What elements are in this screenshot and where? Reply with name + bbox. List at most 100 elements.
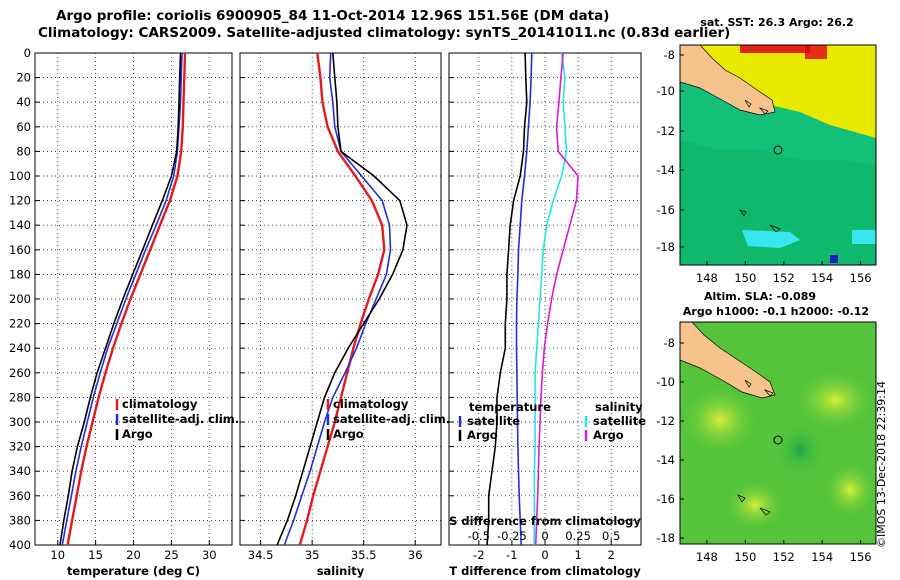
sla-map-title-line1: Altim. SLA: -0.089 bbox=[704, 290, 816, 303]
map-y-tick-label: -10 bbox=[656, 375, 675, 389]
s-tick-label: -0.5 bbox=[468, 529, 490, 543]
y-tick-label: 280 bbox=[9, 390, 31, 404]
map-y-tick-label: -12 bbox=[656, 124, 675, 138]
map-x-tick-label: 152 bbox=[773, 550, 795, 564]
sst-cold-square-2 bbox=[852, 230, 876, 244]
y-tick-label: 240 bbox=[9, 341, 31, 355]
series-line bbox=[534, 52, 579, 546]
salinity-panel: 34.5 35 35.5 36 salinity climatologysatellite… bbox=[239, 52, 450, 578]
y-tick-label: 320 bbox=[9, 440, 31, 454]
map-x-tick-label: 150 bbox=[734, 550, 756, 564]
map-x-tick-label: 148 bbox=[696, 550, 718, 564]
series-line bbox=[276, 52, 408, 546]
legend-label: satellite-adj. clim. bbox=[122, 412, 239, 426]
series-line bbox=[66, 52, 187, 546]
x-tick-label: 15 bbox=[88, 548, 103, 562]
legend-label: Argo bbox=[593, 428, 624, 442]
difference-panel: -2 -1 0 1 2 T difference from climatology temp… bbox=[448, 52, 646, 578]
map-x-tick-label: 156 bbox=[850, 271, 872, 285]
plot-frame bbox=[34, 52, 233, 546]
sst-islands bbox=[739, 99, 781, 233]
series-line bbox=[298, 52, 386, 546]
chart-title-line2: Climatology: CARS2009. Satellite-adjuste… bbox=[38, 25, 731, 41]
sla-high-1 bbox=[682, 386, 758, 454]
s-tick-label: -0.25 bbox=[497, 529, 527, 543]
sst-green-band bbox=[680, 140, 876, 265]
legend-label: climatology bbox=[122, 397, 198, 411]
map-x-tick-label: 148 bbox=[696, 271, 718, 285]
y-tick-label: 220 bbox=[9, 317, 31, 331]
sla-high-4 bbox=[824, 462, 876, 518]
y-tick-label: 360 bbox=[9, 489, 31, 503]
sst-map-frame bbox=[679, 44, 877, 266]
series-line bbox=[486, 52, 528, 546]
x-tick-label: 1 bbox=[574, 548, 581, 562]
map-x-tick-label: 152 bbox=[773, 271, 795, 285]
legend-label: Argo bbox=[122, 427, 153, 441]
sst-map: sat. SST: 26.3 Argo: 26.2 148 150 152 154 15… bbox=[656, 16, 877, 285]
legend-salinity-heading: salinity bbox=[595, 400, 643, 414]
y-tick-label: 340 bbox=[9, 464, 31, 478]
y-tick-label: 100 bbox=[9, 169, 31, 183]
sst-hot-patch-1 bbox=[740, 45, 810, 53]
map-x-tick-label: 154 bbox=[811, 550, 833, 564]
y-tick-label: 400 bbox=[9, 538, 31, 552]
x-tick-label: 20 bbox=[126, 548, 141, 562]
sst-hot-patch-2 bbox=[805, 45, 827, 59]
y-tick-label: 380 bbox=[9, 513, 31, 527]
series-line bbox=[533, 52, 568, 546]
x-tick-label: -2 bbox=[473, 548, 484, 562]
map-y-tick-label: -14 bbox=[656, 453, 675, 467]
s-tick-label: 0 bbox=[541, 529, 548, 543]
legend-label: Argo bbox=[467, 428, 498, 442]
map-x-tick-label: 150 bbox=[734, 271, 756, 285]
x-tick-label: -1 bbox=[506, 548, 517, 562]
y-tick-label: 0 bbox=[24, 46, 31, 60]
map-y-tick-label: -12 bbox=[656, 414, 675, 428]
x-axis-label: T difference from climatology bbox=[449, 564, 641, 578]
y-tick-label: 40 bbox=[16, 95, 31, 109]
s-axis-label: S difference from climatology bbox=[449, 514, 641, 528]
imos-credit: ©IMOS 13-Dec-2018 22:39:14 bbox=[875, 381, 888, 548]
x-tick-label: 35 bbox=[305, 548, 320, 562]
y-tick-label: 80 bbox=[16, 144, 31, 158]
series-line bbox=[59, 52, 182, 546]
x-axis-label: temperature (deg C) bbox=[67, 564, 200, 578]
s-tick-label: 0.5 bbox=[602, 529, 620, 543]
x-tick-label: 36 bbox=[408, 548, 423, 562]
x-tick-label: 30 bbox=[202, 548, 217, 562]
y-tick-label: 140 bbox=[9, 218, 31, 232]
sla-map: Altim. SLA: -0.089 Argo h1000: -0.1 h200… bbox=[656, 290, 877, 564]
chart-title-line1: Argo profile: coriolis 6900905_84 11-Oct… bbox=[56, 8, 610, 24]
x-tick-label: 25 bbox=[164, 548, 179, 562]
sla-islands bbox=[737, 379, 774, 516]
series-line bbox=[515, 52, 533, 546]
map-y-tick-label: -14 bbox=[656, 163, 675, 177]
sla-argo-position bbox=[773, 435, 783, 445]
x-tick-label: 34.5 bbox=[248, 548, 274, 562]
y-tick-label: 120 bbox=[9, 194, 31, 208]
legend-label: Argo bbox=[333, 427, 364, 441]
sst-cold-patch bbox=[742, 230, 800, 248]
sla-land-papua bbox=[680, 322, 776, 399]
map-y-tick-label: -18 bbox=[656, 240, 675, 254]
sst-map-title: sat. SST: 26.3 Argo: 26.2 bbox=[700, 16, 853, 29]
y-tick-label: 260 bbox=[9, 366, 31, 380]
legend-label: satellite bbox=[593, 414, 646, 428]
y-tick-label: 180 bbox=[9, 267, 31, 281]
sla-map-frame bbox=[679, 321, 877, 545]
map-y-tick-label: -8 bbox=[664, 336, 675, 350]
x-tick-label: 2 bbox=[608, 548, 615, 562]
y-tick-label: 60 bbox=[16, 120, 31, 134]
y-tick-label: 200 bbox=[9, 292, 31, 306]
map-y-tick-label: -10 bbox=[656, 84, 675, 98]
map-x-tick-label: 156 bbox=[850, 550, 872, 564]
map-x-tick-label: 154 bbox=[811, 271, 833, 285]
sla-map-title-line2: Argo h1000: -0.1 h2000: -0.12 bbox=[683, 305, 869, 318]
legend-label: satellite-adj. clim. bbox=[333, 412, 450, 426]
legend-temperature-heading: temperature bbox=[469, 400, 551, 414]
legend-label: climatology bbox=[333, 397, 409, 411]
map-y-tick-label: -8 bbox=[664, 48, 675, 62]
s-tick-label: 0.25 bbox=[565, 529, 591, 543]
